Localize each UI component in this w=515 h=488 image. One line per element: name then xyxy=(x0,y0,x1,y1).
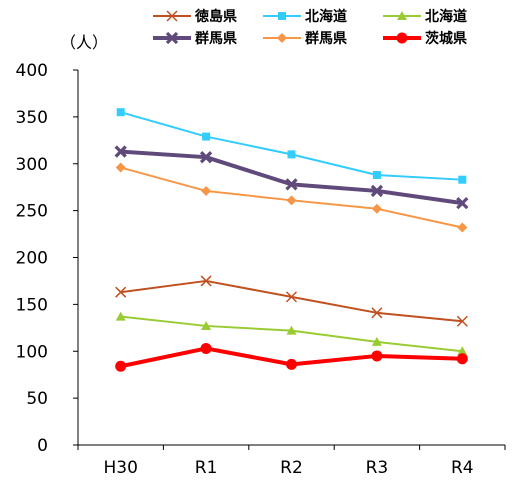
y-tick-label: 200 xyxy=(16,249,48,269)
y-tick-label: 150 xyxy=(16,295,48,315)
data-point xyxy=(200,275,212,287)
data-point xyxy=(370,184,384,198)
series-3 xyxy=(115,311,468,356)
data-point-legend xyxy=(397,11,407,20)
data-point-legend xyxy=(396,32,408,44)
data-point xyxy=(457,346,468,356)
data-point xyxy=(287,150,296,159)
data-point xyxy=(116,108,125,117)
data-point xyxy=(199,151,213,164)
data-point-legend xyxy=(165,31,179,45)
data-point xyxy=(286,325,297,335)
data-point xyxy=(371,336,382,346)
data-point xyxy=(115,286,127,298)
legend-item: 群馬県 xyxy=(263,30,347,47)
x-tick-label: R2 xyxy=(280,458,303,478)
data-point xyxy=(201,185,212,196)
legend-item: 北海道 xyxy=(383,8,467,25)
y-tick-label: 0 xyxy=(37,436,48,456)
y-tick-label: 400 xyxy=(16,61,48,81)
data-point-legend xyxy=(277,33,287,43)
x-tick-label: R4 xyxy=(451,458,474,478)
series-6 xyxy=(115,342,468,372)
data-point xyxy=(372,171,381,179)
data-point xyxy=(115,311,126,321)
data-point-legend xyxy=(166,10,178,22)
y-tick-label: 300 xyxy=(16,155,48,175)
data-point xyxy=(200,342,212,354)
data-point xyxy=(115,360,127,372)
chart-series xyxy=(114,108,469,372)
data-point xyxy=(371,350,383,362)
data-point xyxy=(114,145,127,158)
data-point xyxy=(286,358,297,370)
data-point-legend xyxy=(278,12,286,20)
legend-label: 群馬県 xyxy=(194,30,237,47)
legend-item: 北海道 xyxy=(263,8,347,25)
data-point xyxy=(202,132,211,141)
legend-label: 茨城県 xyxy=(425,30,467,47)
y-tick-label: 350 xyxy=(16,108,48,128)
data-point xyxy=(286,195,297,206)
series-4 xyxy=(114,145,469,210)
legend-label: 北海道 xyxy=(305,8,347,25)
data-point xyxy=(458,175,467,184)
y-tick-label: 50 xyxy=(26,389,48,409)
series-2 xyxy=(116,108,467,184)
y-tick-label: 100 xyxy=(16,342,48,362)
legend-label: 群馬県 xyxy=(304,30,347,47)
data-point xyxy=(115,162,126,173)
data-point xyxy=(285,291,298,303)
series-5 xyxy=(115,162,468,233)
y-axis-tick-labels: 0 50 100 150 200 250 300 350 400 xyxy=(16,61,48,456)
series-line xyxy=(120,279,463,323)
x-tick-label: R1 xyxy=(195,458,218,478)
data-point xyxy=(371,203,382,214)
legend-item: 群馬県 xyxy=(153,30,237,47)
data-point xyxy=(371,307,383,319)
data-point xyxy=(456,353,468,365)
data-point xyxy=(456,196,469,210)
data-point xyxy=(285,178,298,191)
x-tick-label: R3 xyxy=(366,458,389,478)
chart-axes xyxy=(73,69,506,450)
series-line xyxy=(120,111,463,181)
legend-item: 徳島県 xyxy=(153,8,237,25)
legend-item: 茨城県 xyxy=(383,30,467,47)
x-axis-tick-labels: H30 R1 R2 R3 R4 xyxy=(103,458,473,478)
y-tick-label: 250 xyxy=(16,202,48,222)
legend-label: 徳島県 xyxy=(194,8,237,25)
y-axis-unit-label: （人） xyxy=(60,33,108,52)
data-point xyxy=(201,320,212,330)
x-tick-label: H30 xyxy=(103,458,137,478)
data-point xyxy=(457,222,468,233)
legend-label: 北海道 xyxy=(425,8,467,25)
data-point xyxy=(456,315,468,327)
series-1 xyxy=(115,275,468,327)
